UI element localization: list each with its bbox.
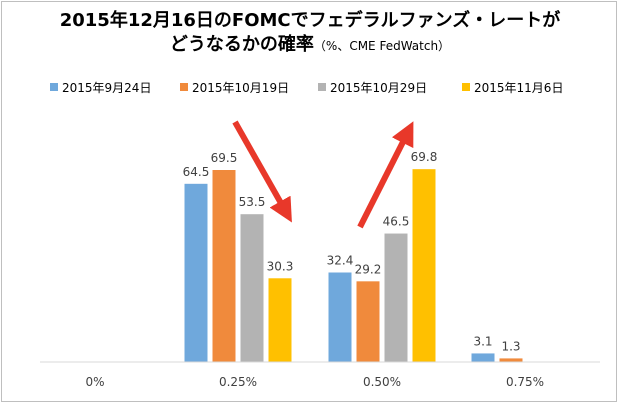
x-tick-label-2: 0.50%	[363, 375, 401, 389]
data-label-s0-c3: 3.1	[473, 334, 492, 348]
legend: 2015年9月24日 2015年10月19日 2015年10月29日 2015年11月…	[50, 81, 563, 95]
data-label-s1-c2: 29.2	[355, 262, 382, 276]
bar-s1-c3	[499, 358, 523, 362]
bar-s0-c3	[471, 353, 495, 362]
legend-label-1: 2015年10月19日	[192, 81, 289, 95]
x-tick-label-3: 0.75%	[506, 375, 544, 389]
data-label-s2-c2: 46.5	[383, 215, 410, 229]
legend-label-2: 2015年10月29日	[330, 81, 427, 95]
x-tick-label-0: 0%	[85, 375, 104, 389]
data-label-s1-c1: 69.5	[211, 151, 238, 165]
arrow-down	[232, 120, 292, 223]
bar-s0-c1	[184, 183, 208, 362]
chart-title: 2015年12月16日のFOMCでフェデラルファンズ・レートが	[59, 10, 561, 31]
bar-s0-c2	[328, 272, 352, 362]
bar-s2-c2	[384, 233, 408, 362]
bar-s3-c2	[412, 169, 436, 362]
data-labels: 64.5 32.4 3.1 69.5 29.2 1.3 53.5 46.5 30.3 69.8	[183, 150, 521, 353]
x-tick-label-1: 0.25%	[219, 375, 257, 389]
data-label-s0-c2: 32.4	[327, 253, 354, 267]
legend-label-3: 2015年11月6日	[474, 81, 563, 95]
data-label-s3-c2: 69.8	[411, 150, 438, 164]
chart-title-line2: どうなるかの確率（%、CME FedWatch）	[0, 34, 620, 57]
bars	[184, 169, 523, 362]
bar-s3-c1	[268, 278, 292, 362]
arrow-up	[357, 121, 414, 229]
legend-swatch-1	[180, 83, 188, 91]
data-label-s2-c1: 53.5	[239, 195, 266, 209]
legend-label-0: 2015年9月24日	[62, 81, 151, 95]
x-tick-labels: 0% 0.25% 0.50% 0.75%	[85, 375, 544, 389]
data-label-s3-c1: 30.3	[267, 259, 294, 273]
legend-swatch-3	[462, 83, 470, 91]
legend-swatch-0	[50, 83, 58, 91]
chart-subtitle: （%、CME FedWatch）	[313, 39, 451, 53]
chart-title-line2-text: どうなるかの確率	[169, 34, 314, 55]
data-label-s0-c1: 64.5	[183, 165, 210, 179]
legend-swatch-2	[318, 83, 326, 91]
bar-s2-c1	[240, 214, 264, 362]
data-label-s1-c3: 1.3	[501, 339, 520, 353]
bar-s1-c2	[356, 281, 380, 362]
bar-s1-c1	[212, 170, 236, 362]
